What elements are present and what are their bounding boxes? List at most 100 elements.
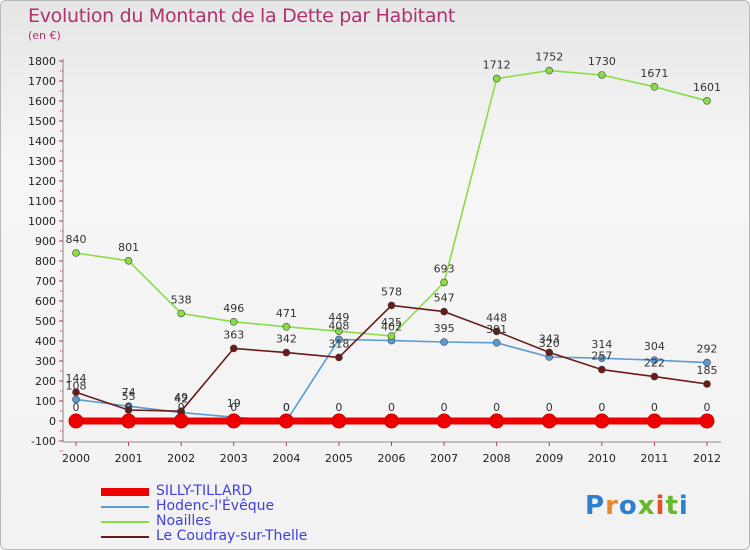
brand-letter: i [678, 491, 689, 521]
data-label: 0 [283, 401, 290, 414]
data-point [282, 322, 291, 331]
data-label: 0 [230, 401, 237, 414]
x-tick-label: 2004 [272, 452, 300, 465]
legend-label: Hodenc-l'Évêque [156, 498, 275, 514]
data-point [703, 380, 711, 388]
chart-title: Evolution du Montant de la Dette par Hab… [28, 5, 456, 27]
y-tick-label: 800 [35, 255, 56, 268]
data-label: 49 [174, 391, 188, 404]
data-point [650, 356, 659, 365]
data-label: 496 [223, 302, 244, 315]
legend-swatch [101, 521, 149, 523]
data-point [387, 301, 396, 310]
data-label: 185 [697, 364, 718, 377]
data-label: 0 [704, 401, 711, 414]
data-point [598, 71, 606, 79]
data-point [703, 358, 711, 367]
data-point [335, 327, 343, 336]
data-label: 108 [66, 379, 87, 392]
data-label: 19 [227, 397, 241, 410]
data-point [699, 413, 715, 429]
data-point [72, 249, 80, 257]
data-label: 222 [644, 357, 665, 370]
x-tick-label: 2001 [115, 452, 143, 465]
chart-subtitle: (en €) [28, 29, 61, 42]
data-label: 318 [328, 337, 349, 350]
data-label: 449 [328, 311, 349, 324]
y-tick-label: 600 [35, 295, 56, 308]
data-point [492, 338, 501, 347]
x-tick-label: 2000 [62, 452, 90, 465]
legend-swatch [101, 536, 149, 538]
y-tick-label: 0 [49, 415, 56, 428]
data-label: 0 [493, 401, 500, 414]
data-label: 391 [486, 323, 507, 336]
data-label: 0 [651, 401, 658, 414]
brand-letter: P [585, 491, 606, 521]
brand-letter: o [618, 491, 638, 521]
data-point [229, 317, 238, 326]
data-label: 343 [539, 332, 560, 345]
y-tick-label: 500 [35, 315, 56, 328]
data-point [226, 413, 242, 429]
data-point [440, 307, 448, 316]
data-point [335, 353, 343, 362]
brand-letter: i [655, 491, 666, 521]
x-tick-label: 2008 [483, 452, 511, 465]
brand-letter: r [605, 491, 619, 521]
y-tick-label: 900 [35, 235, 56, 248]
data-label: 42 [174, 393, 188, 406]
legend-swatch [101, 488, 149, 496]
data-label: 304 [644, 340, 665, 353]
data-label: 55 [122, 390, 136, 403]
data-point [335, 335, 343, 344]
data-label: 144 [66, 372, 87, 385]
data-label: 1752 [535, 51, 563, 64]
data-label: 1712 [483, 59, 511, 72]
data-point [545, 66, 554, 75]
data-point [436, 413, 452, 429]
data-label: 1730 [588, 55, 616, 68]
data-label: 0 [388, 401, 395, 414]
data-point [121, 413, 137, 429]
x-tick-label: 2011 [640, 452, 668, 465]
y-tick-label: 1300 [28, 155, 56, 168]
data-point [703, 97, 711, 105]
data-label: 395 [434, 322, 455, 335]
y-tick-label: 1200 [28, 175, 56, 188]
data-point [177, 309, 185, 318]
data-point [650, 83, 659, 91]
data-label: 342 [276, 333, 297, 346]
data-point [278, 413, 294, 429]
data-label: 0 [283, 401, 290, 414]
y-tick-label: 200 [35, 375, 56, 388]
brand-letter: x [637, 491, 656, 521]
data-label: 448 [486, 311, 507, 324]
y-tick-label: 1500 [28, 115, 56, 128]
data-label: 0 [598, 401, 605, 414]
data-point [72, 388, 80, 397]
data-point [124, 256, 133, 265]
x-tick-label: 2005 [325, 452, 353, 465]
data-point [384, 413, 399, 429]
data-point [492, 74, 501, 83]
y-tick-label: 700 [35, 275, 56, 288]
data-point [492, 327, 501, 336]
y-tick-label: 300 [35, 355, 56, 368]
data-label: 547 [434, 292, 455, 305]
legend-label: Noailles [156, 513, 212, 529]
data-label: 74 [122, 386, 136, 399]
data-label: 408 [328, 319, 349, 332]
data-point [173, 413, 189, 429]
x-tick-label: 2002 [167, 452, 195, 465]
data-point [68, 413, 84, 429]
data-label: 363 [223, 328, 244, 341]
data-label: 0 [335, 401, 342, 414]
x-tick-label: 2009 [535, 452, 563, 465]
data-point [229, 344, 238, 353]
data-label: 402 [381, 321, 402, 334]
data-point [541, 413, 557, 429]
data-label: 292 [697, 343, 718, 356]
